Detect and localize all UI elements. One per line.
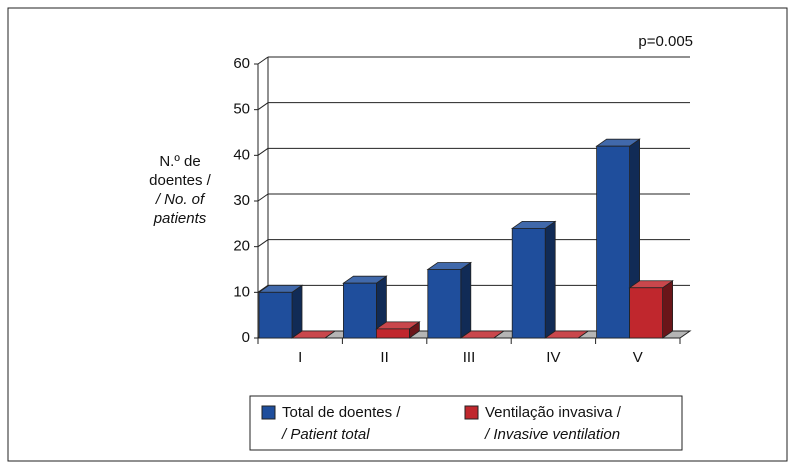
bar <box>342 275 388 339</box>
x-tick-label: III <box>463 349 476 366</box>
legend-label: Total de doentes / <box>282 404 401 421</box>
legend-label: Ventilação invasiva / <box>485 404 622 421</box>
legend-swatch <box>261 405 276 420</box>
bar-front <box>511 227 546 339</box>
grid-depth <box>257 56 269 65</box>
y-axis-label: doentes / <box>149 172 212 189</box>
y-axis-label: / No. of <box>155 191 206 208</box>
y-tick-label: 40 <box>233 146 250 163</box>
bar <box>628 279 674 339</box>
y-tick-label: 0 <box>242 329 250 346</box>
bar-front <box>342 282 377 339</box>
y-tick-label: 50 <box>233 101 250 118</box>
bar <box>257 284 304 339</box>
x-tick-label: II <box>380 349 388 366</box>
x-tick-label: V <box>633 349 643 366</box>
bar-front <box>375 328 410 339</box>
grid-depth <box>257 284 269 293</box>
bar-top <box>543 330 590 339</box>
y-tick-label: 10 <box>233 283 250 300</box>
grid-depth <box>257 239 269 248</box>
legend-box <box>249 395 683 451</box>
bar-front <box>258 291 293 339</box>
bar-side <box>544 220 556 339</box>
bar <box>426 261 473 339</box>
y-axis-label: patients <box>153 210 207 227</box>
legend-label: / Patient total <box>281 426 370 443</box>
bar <box>510 220 557 339</box>
x-tick-label: I <box>298 349 302 366</box>
annotation: p=0.005 <box>638 33 693 50</box>
bar <box>290 330 337 339</box>
bar <box>543 330 590 339</box>
legend-label: / Invasive ventilation <box>484 426 620 443</box>
bar-side <box>291 284 303 339</box>
grid-depth <box>257 102 269 111</box>
y-tick-label: 30 <box>233 192 250 209</box>
bar-top <box>290 330 337 339</box>
bar <box>375 321 421 339</box>
x-tick-label: IV <box>546 349 560 366</box>
bar-top <box>459 330 506 339</box>
bar-side <box>662 279 673 339</box>
bar-front <box>427 269 462 339</box>
legend-swatch <box>464 405 479 420</box>
bar-front <box>596 145 630 339</box>
y-tick-label: 20 <box>233 238 250 255</box>
bar <box>459 330 506 339</box>
y-tick-label: 60 <box>233 55 250 72</box>
grid-depth <box>257 147 269 156</box>
bar-front <box>629 287 663 339</box>
grid-depth <box>257 193 269 202</box>
y-axis-label: N.º de <box>159 153 200 170</box>
frame <box>7 7 788 462</box>
bar-side <box>460 261 472 339</box>
